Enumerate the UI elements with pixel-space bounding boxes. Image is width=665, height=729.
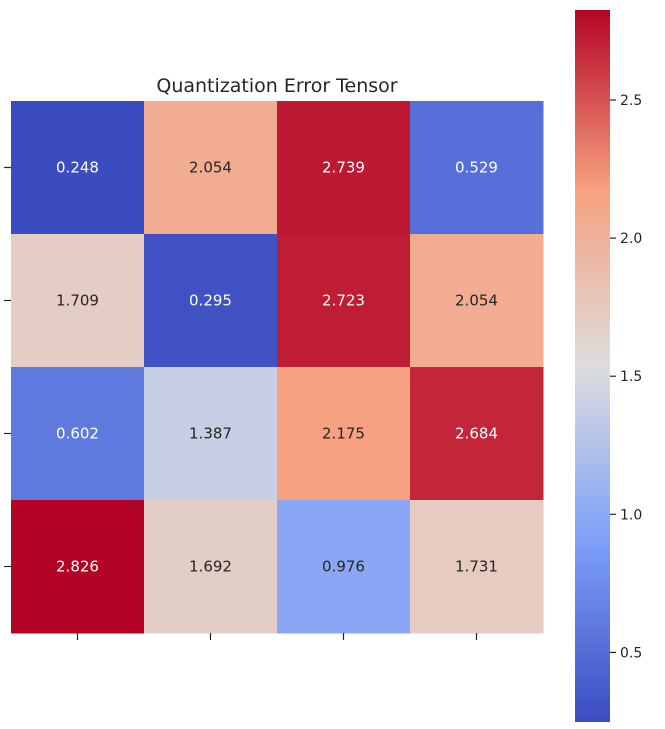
heatmap-cell [11,500,145,634]
heatmap-cell [410,234,544,368]
heatmap-cell [11,367,145,501]
y-axis-ticks [4,166,11,568]
cell-value-label: 2.723 [322,292,365,310]
heatmap-cells: 0.248 2.054 2.739 0.529 1.709 0.295 2.723 2.054… [11,101,544,634]
cell-value-label: 2.054 [189,159,232,177]
heatmap-cell [410,101,544,235]
colorbar-tick-label: 2.5 [620,93,642,109]
colorbar-tick-label: 1.0 [620,507,642,523]
colorbar: 0.5 1.0 1.5 2.0 2.5 [575,10,642,722]
cell-value-label: 0.248 [56,159,99,177]
cell-value-label: 1.387 [189,425,232,443]
colorbar-gradient [575,10,610,722]
heatmap-cell [11,234,145,368]
heatmap-cell [144,101,278,235]
x-axis-ticks [76,633,478,640]
heatmap-cell [144,234,278,368]
cell-value-label: 2.739 [322,159,365,177]
heatmap-cell [410,367,544,501]
cell-value-label: 0.976 [322,558,365,576]
heatmap-cell [277,367,411,501]
heatmap-cell [277,500,411,634]
cell-value-label: 0.529 [455,159,498,177]
heatmap-cell [277,101,411,235]
chart-title: Quantization Error Tensor [156,75,397,97]
cell-value-label: 1.731 [455,558,498,576]
cell-value-label: 2.054 [455,292,498,310]
cell-value-label: 2.175 [322,425,365,443]
colorbar-tick-label: 2.0 [620,231,642,247]
colorbar-tick-label: 1.5 [620,369,642,385]
heatmap-cell [11,101,145,235]
heatmap-cell [277,234,411,368]
cell-value-label: 1.709 [56,292,99,310]
heatmap-cell [144,500,278,634]
cell-value-label: 2.684 [455,425,498,443]
cell-value-label: 2.826 [56,558,99,576]
cell-value-label: 0.295 [189,292,232,310]
cell-value-label: 0.602 [56,425,99,443]
heatmap-cell [144,367,278,501]
colorbar-tick-label: 0.5 [620,645,642,661]
cell-value-label: 1.692 [189,558,232,576]
heatmap-cell [410,500,544,634]
